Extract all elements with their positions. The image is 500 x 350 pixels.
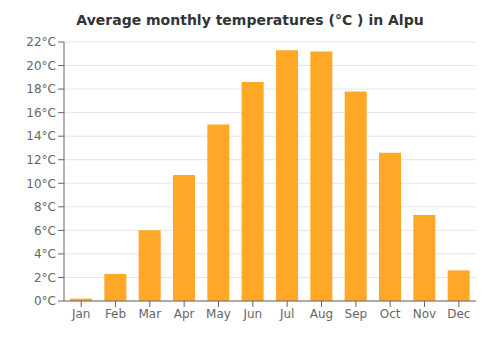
svg-text:Jan: Jan: [71, 307, 91, 321]
svg-text:4°C: 4°C: [34, 247, 56, 261]
svg-text:May: May: [206, 307, 231, 321]
svg-text:6°C: 6°C: [34, 224, 56, 238]
svg-text:Nov: Nov: [413, 307, 436, 321]
svg-text:12°C: 12°C: [26, 153, 56, 167]
svg-text:Dec: Dec: [447, 307, 470, 321]
svg-text:Oct: Oct: [380, 307, 401, 321]
svg-text:Jul: Jul: [279, 307, 294, 321]
svg-text:22°C: 22°C: [26, 35, 56, 49]
svg-text:Jun: Jun: [242, 307, 262, 321]
svg-text:16°C: 16°C: [26, 106, 56, 120]
svg-text:10°C: 10°C: [26, 177, 56, 191]
svg-text:Sep: Sep: [345, 307, 368, 321]
svg-text:20°C: 20°C: [26, 59, 56, 73]
html-text:Average monthly temperatures (: Average monthly temperatures (°C ) in Al…: [76, 12, 424, 28]
svg-text:Apr: Apr: [174, 307, 195, 321]
svg-text:18°C: 18°C: [26, 82, 56, 96]
svg-text:Feb: Feb: [105, 307, 126, 321]
svg-text:2°C: 2°C: [34, 271, 56, 285]
svg-text:14°C: 14°C: [26, 129, 56, 143]
svg-text:8°C: 8°C: [34, 200, 56, 214]
svg-text:Mar: Mar: [139, 307, 162, 321]
svg-text:0°C: 0°C: [34, 294, 56, 308]
svg-text:Aug: Aug: [310, 307, 333, 321]
